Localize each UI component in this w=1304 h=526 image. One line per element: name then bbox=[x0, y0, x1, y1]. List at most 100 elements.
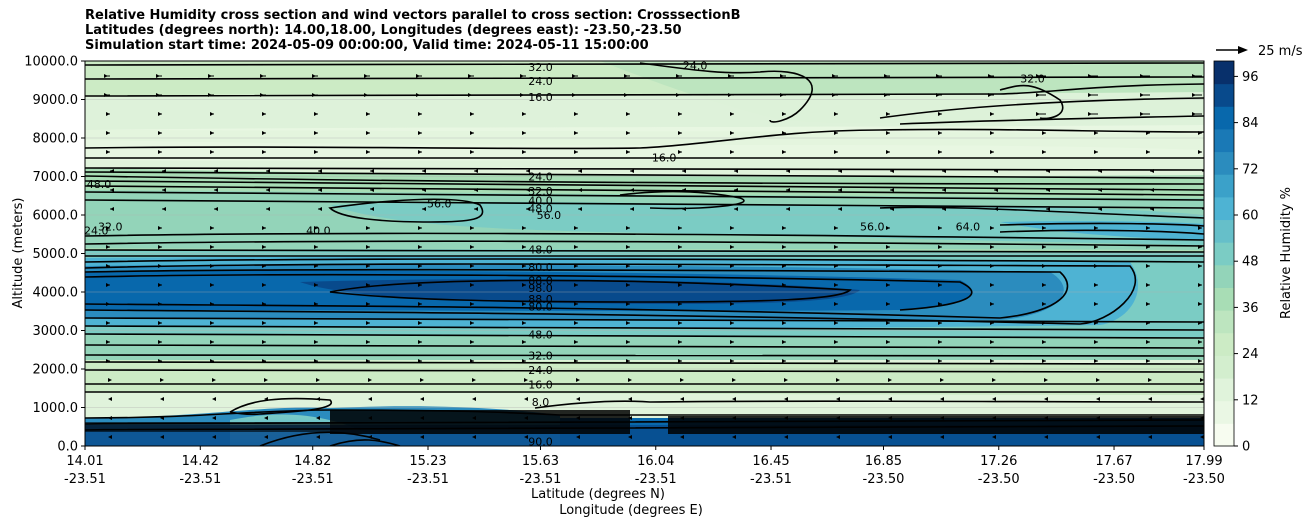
contour-label: 24.0 bbox=[84, 224, 109, 237]
wind-vector bbox=[522, 226, 526, 230]
contour-label: 16.0 bbox=[528, 91, 553, 104]
wind-vector bbox=[626, 131, 630, 135]
wind-vector bbox=[106, 302, 110, 306]
wind-vector bbox=[314, 340, 318, 344]
wind-vector bbox=[162, 207, 166, 211]
contour-label: 32.0 bbox=[1020, 72, 1045, 85]
wind-vector bbox=[472, 435, 476, 439]
wind-vector bbox=[418, 131, 422, 135]
wind-vector bbox=[522, 131, 526, 135]
wind-vector bbox=[1096, 397, 1100, 401]
wind-vector bbox=[1094, 264, 1098, 268]
contour-label: 24.0 bbox=[528, 364, 553, 377]
wind-vector bbox=[470, 302, 474, 306]
contour-label: 16.0 bbox=[528, 378, 553, 391]
wind-vector bbox=[1198, 359, 1202, 363]
wind-vector bbox=[782, 264, 786, 268]
wind-vector bbox=[1096, 435, 1100, 439]
wind-vector bbox=[418, 150, 422, 154]
wind-vector bbox=[1042, 359, 1046, 363]
wind-vector bbox=[416, 93, 422, 97]
wind-vector bbox=[782, 226, 786, 230]
wind-vector bbox=[734, 207, 738, 211]
wind-vector bbox=[990, 283, 994, 287]
wind-vector bbox=[524, 378, 528, 382]
wind-vector bbox=[886, 264, 890, 268]
wind-vector bbox=[262, 340, 266, 344]
wind-vector bbox=[260, 74, 266, 78]
wind-vector bbox=[990, 131, 994, 135]
wind-vector bbox=[838, 207, 842, 211]
colorbar-swatch bbox=[1214, 287, 1234, 311]
wind-vector bbox=[264, 416, 268, 420]
wind-vector bbox=[628, 416, 632, 420]
wind-vector bbox=[680, 416, 684, 420]
wind-vector bbox=[262, 359, 266, 363]
wind-vector bbox=[158, 359, 162, 363]
wind-vector bbox=[110, 188, 114, 192]
title-line-3: Simulation start time: 2024-05-09 00:00:… bbox=[85, 38, 649, 53]
wind-vector bbox=[734, 169, 738, 173]
wind-vector bbox=[626, 245, 630, 249]
wind-vector bbox=[366, 283, 370, 287]
wind-vector bbox=[212, 435, 216, 439]
contour-label: 48.0 bbox=[528, 244, 553, 257]
wind-vector bbox=[990, 340, 994, 344]
wind-vector bbox=[624, 74, 630, 78]
wind-vector bbox=[678, 112, 682, 116]
wind-vector bbox=[526, 207, 530, 211]
x-tick-label-lat: 17.67 bbox=[1095, 454, 1132, 469]
wind-vector bbox=[938, 112, 942, 116]
wind-vector bbox=[316, 378, 320, 382]
wind-vector bbox=[418, 321, 422, 325]
x-tick-label-lat: 15.23 bbox=[409, 454, 446, 469]
wind-vector bbox=[472, 416, 476, 420]
wind-vector bbox=[1146, 321, 1150, 325]
contour-label: 48.0 bbox=[87, 178, 112, 191]
wind-vector bbox=[834, 245, 838, 249]
colorbar-swatch bbox=[1214, 106, 1234, 130]
colorbar-swatch bbox=[1214, 332, 1234, 356]
wind-vector bbox=[572, 74, 578, 78]
contour-label: 24.0 bbox=[528, 75, 553, 88]
wind-vector bbox=[368, 416, 372, 420]
contour-label: 56.0 bbox=[537, 209, 562, 222]
wind-vector bbox=[522, 150, 526, 154]
wind-vector bbox=[886, 131, 890, 135]
wind-vector bbox=[890, 207, 894, 211]
x-tick-label-lon: -23.50 bbox=[978, 472, 1020, 487]
wind-vector bbox=[266, 207, 270, 211]
wind-vector bbox=[782, 131, 786, 135]
wind-vector bbox=[992, 435, 996, 439]
wind-vector bbox=[888, 378, 892, 382]
gridlines bbox=[85, 61, 1204, 446]
wind-vector bbox=[886, 321, 890, 325]
contour-label: 80.0 bbox=[528, 261, 553, 274]
wind-vector bbox=[886, 150, 890, 154]
colorbar-swatch bbox=[1214, 196, 1234, 221]
colorbar-tick-label: 96 bbox=[1242, 70, 1259, 85]
wind-vector bbox=[1046, 207, 1050, 211]
wind-vectors bbox=[104, 74, 1204, 439]
x-tick-label-lat: 17.26 bbox=[980, 454, 1017, 469]
wind-vector bbox=[418, 112, 422, 116]
wind-vector bbox=[266, 188, 270, 192]
wind-vector bbox=[1046, 169, 1050, 173]
wind-vector bbox=[990, 359, 994, 363]
wind-vector bbox=[262, 302, 266, 306]
wind-vector bbox=[942, 169, 946, 173]
wind-vector bbox=[938, 226, 942, 230]
wind-vector bbox=[834, 264, 838, 268]
wind-vector bbox=[1088, 74, 1098, 78]
colorbar-swatch bbox=[1214, 400, 1234, 424]
wind-vector bbox=[1042, 302, 1046, 306]
contour-label: 64.0 bbox=[956, 221, 981, 234]
colorbar-tick-label: 24 bbox=[1242, 347, 1259, 362]
wind-vector bbox=[574, 359, 578, 363]
wind-vector bbox=[988, 74, 994, 78]
wind-vector bbox=[106, 245, 110, 249]
wind-vector bbox=[418, 226, 422, 230]
wind-vector bbox=[210, 359, 214, 363]
wind-vector bbox=[574, 283, 578, 287]
contour-label: 24.0 bbox=[528, 171, 553, 184]
